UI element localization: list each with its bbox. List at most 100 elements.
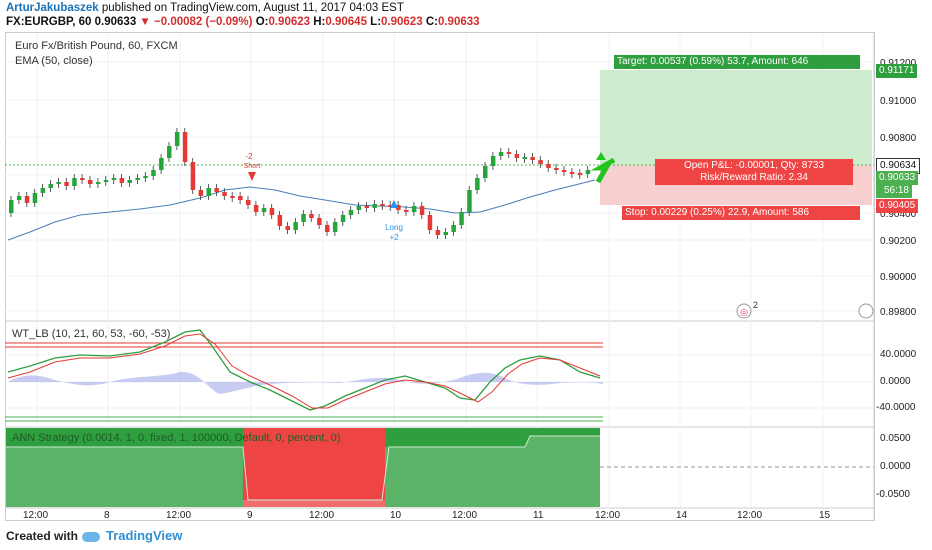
candle bbox=[119, 178, 125, 183]
candle bbox=[332, 222, 338, 232]
time-tick: 12:00 bbox=[452, 510, 478, 521]
candle bbox=[238, 196, 243, 200]
candle bbox=[167, 146, 172, 158]
candle bbox=[562, 170, 567, 172]
price-change: −0.00082 (−0.09%) bbox=[154, 16, 253, 28]
candle bbox=[443, 232, 448, 235]
close-label: C: bbox=[425, 16, 438, 28]
time-tick: 14 bbox=[676, 510, 688, 521]
chart-header-line1: ArturJakubaszek published on TradingView… bbox=[6, 2, 404, 14]
tradingview-cloud-icon bbox=[82, 531, 100, 542]
stop-label[interactable]: Stop: 0.00229 (0.25%) 22.9, Amount: 586 bbox=[622, 206, 860, 220]
candle bbox=[577, 173, 583, 175]
candle bbox=[261, 208, 267, 212]
price-tick: 0.91000 bbox=[880, 96, 917, 107]
target-label[interactable]: Target: 0.00537 (0.59%) 53.7, Amount: 64… bbox=[614, 55, 860, 69]
candle bbox=[538, 160, 543, 164]
short-count: -2 bbox=[245, 152, 253, 161]
event-badge-icon bbox=[736, 303, 752, 319]
candle bbox=[340, 215, 346, 222]
candle bbox=[364, 206, 369, 208]
tradingview-brand-text: TradingView bbox=[106, 528, 183, 543]
wt-tick-40: 40.0000 bbox=[880, 349, 917, 360]
candle bbox=[348, 210, 354, 215]
candle bbox=[40, 188, 46, 193]
candle bbox=[88, 180, 93, 184]
candle bbox=[222, 192, 227, 196]
open-label: O: bbox=[255, 16, 269, 28]
event-badge-icon-2 bbox=[858, 303, 874, 319]
candle bbox=[404, 210, 409, 212]
ann-tick-05: 0.0500 bbox=[880, 433, 911, 444]
published-text: published on TradingView.com, August 11,… bbox=[98, 2, 404, 14]
ann-bg-red bbox=[243, 428, 385, 507]
time-tick: 12:00 bbox=[737, 510, 763, 521]
candle bbox=[522, 157, 527, 159]
candle bbox=[380, 204, 385, 206]
candle bbox=[198, 190, 204, 196]
candle bbox=[182, 132, 188, 162]
big-up-arrow-icon bbox=[590, 157, 616, 184]
candle bbox=[285, 226, 290, 230]
wt-study-label[interactable]: WT_LB (10, 21, 60, 53, -60, -53) bbox=[12, 328, 171, 340]
candle bbox=[230, 196, 235, 198]
open-value: 0.90623 bbox=[268, 16, 311, 28]
badge-count: 2 bbox=[753, 300, 758, 310]
candle bbox=[356, 206, 362, 210]
ann-tick-0: 0.0000 bbox=[880, 461, 911, 472]
tradingview-logo[interactable]: TradingView bbox=[82, 528, 182, 543]
candle bbox=[411, 206, 417, 212]
candle bbox=[159, 158, 164, 170]
wt-tick-neg40: -40.0000 bbox=[876, 402, 916, 413]
close-price-tag: 0.90633 bbox=[876, 171, 919, 185]
down-arrow-icon: ▼ bbox=[139, 16, 151, 28]
candle bbox=[64, 182, 69, 186]
candle bbox=[32, 193, 38, 203]
candle bbox=[293, 222, 298, 230]
symbol-label: FX:EURGBP, 60 bbox=[6, 16, 92, 28]
time-tick: 15 bbox=[819, 510, 831, 521]
rr-label[interactable]: Risk/Reward Ratio: 2.34 bbox=[655, 171, 853, 185]
candle bbox=[569, 172, 575, 174]
candle bbox=[435, 230, 441, 235]
author-name[interactable]: ArturJakubaszek bbox=[6, 2, 99, 14]
time-tick: 12:00 bbox=[166, 510, 192, 521]
candle bbox=[585, 170, 591, 174]
price-tick: 0.90200 bbox=[880, 236, 917, 247]
price-tick: 0.90400 bbox=[880, 209, 917, 220]
ema-study-label[interactable]: EMA (50, close) bbox=[15, 55, 93, 67]
candle bbox=[459, 212, 464, 225]
target-zone[interactable] bbox=[600, 70, 872, 165]
candle bbox=[206, 188, 211, 196]
wt-tick-0: 0.0000 bbox=[880, 376, 911, 387]
candle bbox=[143, 176, 148, 178]
ann-study-label[interactable]: ANN Strategy (0.0014, 1, 0, fixed, 1, 10… bbox=[12, 432, 341, 444]
candlestick-series bbox=[9, 128, 591, 239]
price-tick: 0.90000 bbox=[880, 272, 917, 283]
candle bbox=[253, 205, 259, 212]
bar-timer-tag: 56:18 bbox=[876, 184, 912, 198]
svg-text:◎: ◎ bbox=[740, 307, 748, 317]
candle bbox=[174, 132, 180, 146]
symbol-title: Euro Fx/British Pound, 60, FXCM bbox=[15, 40, 178, 52]
long-arrow-icon bbox=[390, 200, 398, 208]
candle bbox=[16, 196, 22, 200]
candle bbox=[554, 168, 559, 170]
pnl-label[interactable]: Open P&L: -0.00001, Qty: 8733 bbox=[655, 159, 853, 173]
candle bbox=[372, 204, 377, 208]
candle bbox=[277, 215, 283, 226]
price-tick: 0.89800 bbox=[880, 307, 917, 318]
long-label: Long bbox=[385, 223, 403, 232]
candle bbox=[490, 156, 496, 166]
wt2-line bbox=[7, 333, 601, 409]
candle bbox=[95, 182, 101, 184]
candle bbox=[127, 180, 132, 183]
candle bbox=[151, 170, 156, 176]
ann-tick-neg05: -0.0500 bbox=[876, 489, 910, 500]
time-tick: 12:00 bbox=[309, 510, 335, 521]
stop-price-tag: 0.90405 bbox=[876, 199, 919, 213]
low-value: 0.90623 bbox=[381, 16, 423, 28]
time-tick: 12:00 bbox=[595, 510, 621, 521]
candle bbox=[103, 180, 109, 182]
